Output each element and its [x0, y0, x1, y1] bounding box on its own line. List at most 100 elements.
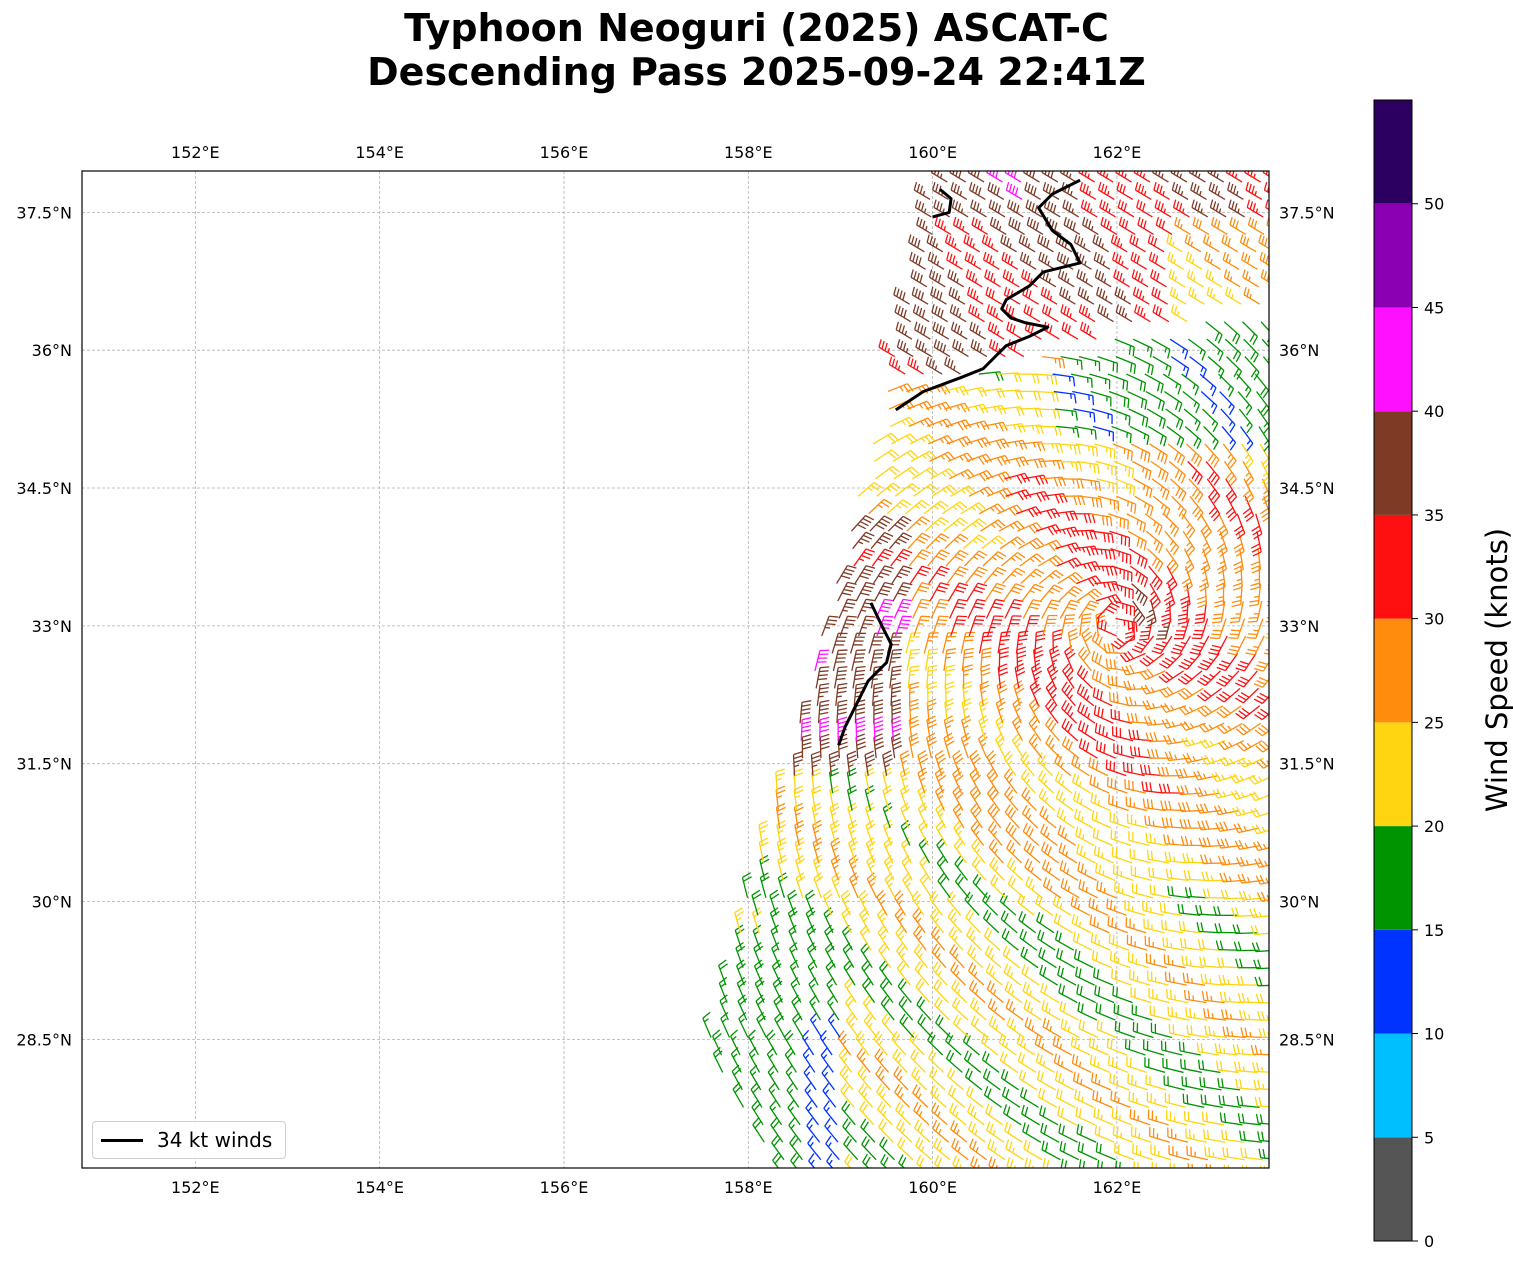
wind-barb: [837, 581, 857, 602]
barb-full: [847, 771, 857, 777]
wind-barb: [1221, 1009, 1245, 1021]
wind-barb: [770, 924, 780, 951]
barb-full: [1167, 834, 1171, 845]
barb-half: [876, 541, 882, 545]
barb-full: [1258, 1096, 1262, 1107]
wind-barb: [1234, 687, 1259, 704]
barb-full: [896, 943, 903, 952]
barb-full: [1248, 776, 1255, 785]
wind-barb: [1037, 554, 1064, 567]
wind-barb: [849, 632, 866, 654]
wind-barb: [1025, 876, 1043, 899]
barb-full: [966, 1103, 972, 1113]
barb-shaft: [1003, 971, 1022, 986]
barb-shaft: [1255, 1087, 1269, 1091]
barb-full: [896, 1086, 903, 1096]
barb-full: [1166, 603, 1175, 610]
barb-full: [1037, 770, 1044, 780]
barb-full: [990, 1141, 995, 1151]
barb-shaft: [880, 1162, 888, 1168]
barb-full: [1136, 614, 1144, 623]
wind-barb: [879, 960, 893, 986]
barb-half: [1060, 1061, 1064, 1067]
wind-barb: [784, 1047, 797, 1073]
wind-barb: [846, 750, 858, 776]
wind-barb: [978, 697, 989, 724]
barb-full: [1218, 974, 1222, 985]
wind-barb: [772, 1152, 782, 1168]
barb-full: [1144, 684, 1151, 694]
barb-full: [994, 553, 1004, 560]
barb-full: [820, 741, 830, 746]
barb-full: [1087, 603, 1098, 608]
barb-half: [721, 1000, 727, 1005]
wind-barb: [1077, 1001, 1098, 1021]
barb-full: [1186, 753, 1192, 763]
wind-barb: [751, 889, 762, 916]
barb-full: [1089, 1054, 1093, 1065]
barb-full: [1081, 722, 1086, 732]
barb-shaft: [1038, 955, 1057, 969]
barb-half: [1048, 1008, 1051, 1014]
barb-full: [1080, 704, 1085, 714]
wind-barb: [1254, 857, 1269, 868]
barb-full: [830, 819, 839, 826]
barb-shaft: [934, 1163, 941, 1168]
barb-full: [879, 538, 889, 544]
barb-full: [1075, 915, 1079, 926]
barb-full: [1098, 673, 1103, 683]
barb-full: [894, 1083, 900, 1093]
wind-barb: [1226, 635, 1247, 656]
barb-full: [1166, 988, 1168, 999]
wind-barb: [1110, 548, 1132, 565]
barb-full: [967, 894, 974, 904]
barb-half: [1236, 595, 1242, 599]
barb-full: [918, 981, 925, 991]
barb-full: [787, 907, 797, 914]
barb-shaft: [893, 599, 904, 619]
barb-full: [1110, 642, 1120, 650]
barb-full: [1052, 572, 1061, 579]
wind-barb: [908, 681, 920, 706]
barb-full: [802, 741, 812, 746]
barb-full: [1117, 1004, 1120, 1015]
wind-barb: [1143, 715, 1169, 726]
wind-barb: [937, 873, 951, 899]
barb-full: [1124, 1038, 1127, 1049]
barb-half: [1210, 875, 1214, 881]
barb-full: [1221, 1129, 1224, 1140]
barb-full: [1003, 768, 1011, 777]
barb-full: [980, 663, 991, 668]
wind-barb: [844, 1153, 853, 1168]
barb-half: [790, 948, 796, 953]
barb-full: [1064, 618, 1075, 620]
barb-full: [820, 737, 830, 742]
barb-half: [974, 989, 979, 995]
barb-shaft: [801, 1036, 815, 1056]
barb-shaft: [1167, 997, 1189, 1004]
barb-shaft: [748, 1053, 761, 1073]
barb-full: [934, 996, 940, 1006]
barb-shaft: [1078, 600, 1091, 619]
barb-shaft: [712, 1035, 723, 1056]
wind-barb: [794, 837, 805, 864]
barb-full: [1092, 899, 1095, 909]
wind-barb: [839, 1065, 854, 1091]
barb-full: [771, 942, 780, 949]
barb-shaft: [821, 1072, 835, 1091]
wind-barb: [1173, 618, 1190, 640]
barb-full: [714, 1050, 723, 1058]
barb-shaft: [1152, 1171, 1172, 1177]
barb-full: [770, 1117, 778, 1126]
wind-barb: [805, 1100, 819, 1126]
barb-full: [900, 750, 909, 756]
wind-barb: [1234, 839, 1261, 850]
wind-barb: [875, 1065, 891, 1091]
wind-barb: [926, 664, 938, 689]
barb-shaft: [916, 1162, 923, 1168]
barb-shaft: [840, 1090, 855, 1108]
wind-barb: [988, 1156, 998, 1168]
wind-barb: [1045, 716, 1060, 742]
barb-half: [796, 847, 803, 851]
barb-full: [1018, 630, 1029, 634]
